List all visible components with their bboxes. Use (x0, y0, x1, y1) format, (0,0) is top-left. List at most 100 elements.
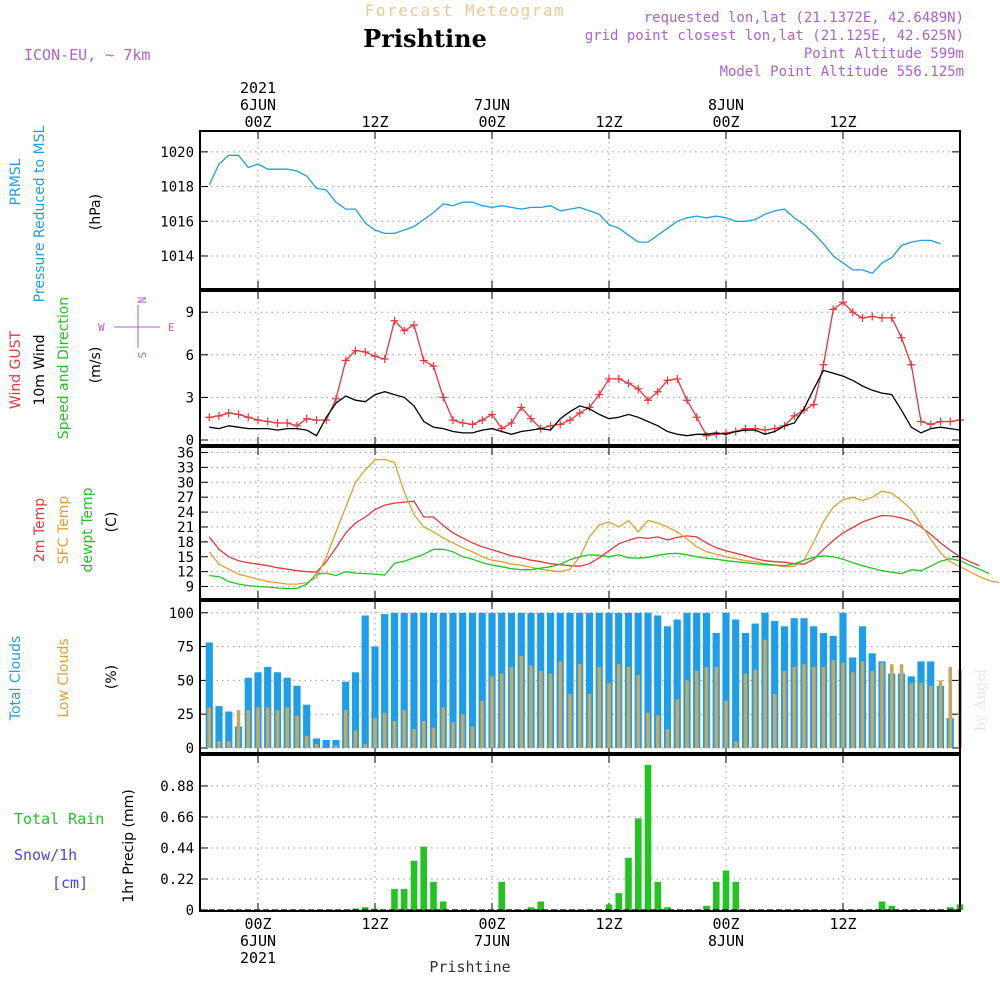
low-cloud-bar (851, 672, 855, 748)
low-cloud-bar (285, 707, 289, 748)
y-tick-label: 0.66 (160, 810, 194, 826)
low-cloud-bar (217, 741, 221, 748)
series-line-wind-gust (209, 301, 961, 437)
low-cloud-bar (753, 669, 758, 748)
pressure-label-1: PRMSL (8, 158, 24, 205)
low-cloud-bar (256, 707, 260, 748)
total-cloud-bar (400, 612, 408, 748)
low-cloud-bar (265, 707, 270, 748)
top-time-label: 2021 (240, 79, 276, 97)
low-cloud-bar (519, 656, 524, 748)
low-cloud-bar (656, 715, 660, 748)
gust-marker (595, 390, 604, 399)
low-cloud-bar (607, 683, 611, 748)
wind-dir-label: Speed and Direction (56, 297, 72, 439)
gust-marker (419, 356, 428, 365)
low-cloud-bar (841, 662, 845, 748)
wind-panel: 0 3 6 9 (186, 290, 964, 449)
total-cloud-bar (332, 739, 340, 748)
low-cloud-bar (626, 666, 631, 748)
gust-marker (614, 374, 623, 383)
bottom-time-label: 6JUN (240, 932, 276, 950)
y-tick-label: 50 (177, 673, 194, 689)
total-cloud-bar (371, 646, 379, 748)
low-cloud-bar (929, 685, 933, 748)
bottom-time-label: 7JUN (474, 932, 510, 950)
wind-label: 10m Wind (32, 334, 48, 405)
low-cloud-bar (870, 670, 875, 748)
low-cloud-bar (480, 700, 484, 748)
y-tick-label: 1016 (160, 214, 194, 230)
gust-marker (390, 316, 399, 325)
rain-bar (430, 881, 437, 910)
low-cloud-bar (646, 712, 650, 748)
low-cloud-bar (587, 693, 592, 748)
bottom-time-label: 12Z (595, 915, 622, 933)
total-cloud-label: Total Clouds (8, 636, 24, 721)
low-cloud-bar (792, 666, 797, 748)
rain-bar (888, 905, 896, 910)
y-tick-label: 36 (177, 445, 194, 461)
rain-bar (498, 881, 505, 910)
gust-marker (878, 313, 886, 322)
low-cloud-bar (685, 680, 689, 748)
gust-marker (761, 426, 769, 435)
rain-bar (420, 846, 427, 910)
gust-marker (790, 411, 799, 420)
top-time-label: 00Z (244, 113, 271, 131)
low-cloud-bar (509, 666, 514, 748)
gust-marker (332, 394, 340, 403)
y-tick-label: 75 (177, 640, 194, 656)
rain-bar (615, 893, 623, 910)
low-cloud-bar (441, 707, 445, 748)
rain-bar (732, 881, 740, 910)
low-cloud-bar (802, 664, 806, 748)
low-cloud-bar (421, 721, 426, 748)
watermark: by Angel (973, 668, 989, 731)
gust-marker (507, 418, 516, 427)
low-cloud-bar (353, 730, 358, 748)
compass-rose: W E N S (98, 297, 175, 359)
low-cloud-bar (636, 675, 641, 748)
bottom-time-label: 00Z (478, 915, 505, 933)
low-cloud-bar (451, 722, 455, 748)
y-tick-label: 24 (177, 505, 194, 521)
gust-marker (546, 421, 555, 430)
rain-bar (537, 901, 545, 910)
rain-bar (371, 908, 379, 910)
rain-bar (527, 907, 535, 910)
gust-marker (926, 420, 935, 429)
y-tick-label: 1014 (160, 249, 194, 265)
bottom-time-label: 00Z (712, 915, 739, 933)
low-cloud-bar (899, 664, 904, 748)
gust-marker (478, 416, 487, 425)
requested-coords: requested lon,lat (21.1372E, 42.6489N) (644, 10, 964, 26)
gust-marker (273, 418, 282, 427)
y-tick-label: 0 (186, 433, 194, 449)
low-cloud-bar (812, 666, 816, 748)
low-cloud-bar (597, 666, 602, 748)
gust-marker (302, 414, 311, 423)
low-cloud-bar (373, 718, 377, 748)
top-time-label: 6JUN (240, 96, 276, 114)
gust-marker (634, 384, 643, 393)
rain-label: Total Rain (14, 810, 104, 828)
gust-marker (575, 409, 584, 418)
total-cloud-bar (449, 612, 457, 748)
low-cloud-bar (782, 670, 787, 748)
gust-marker (215, 411, 223, 420)
total-cloud-bar (439, 612, 447, 748)
total-cloud-bar (429, 612, 438, 748)
total-cloud-bar (312, 738, 321, 748)
low-cloud-bar (578, 664, 582, 748)
cloud-panel: 0 25 50 75 100 (169, 600, 962, 757)
y-tick-label: 27 (177, 490, 194, 506)
gust-marker (380, 355, 389, 364)
low-cloud-bar (909, 683, 914, 748)
top-time-label: 8JUN (708, 96, 744, 114)
pressure-unit: (hPa) (88, 194, 104, 230)
low-cloud-bar (675, 699, 680, 748)
gust-label: Wind GUST (8, 330, 24, 409)
gust-marker (224, 409, 233, 418)
low-cloud-bar (343, 710, 348, 748)
